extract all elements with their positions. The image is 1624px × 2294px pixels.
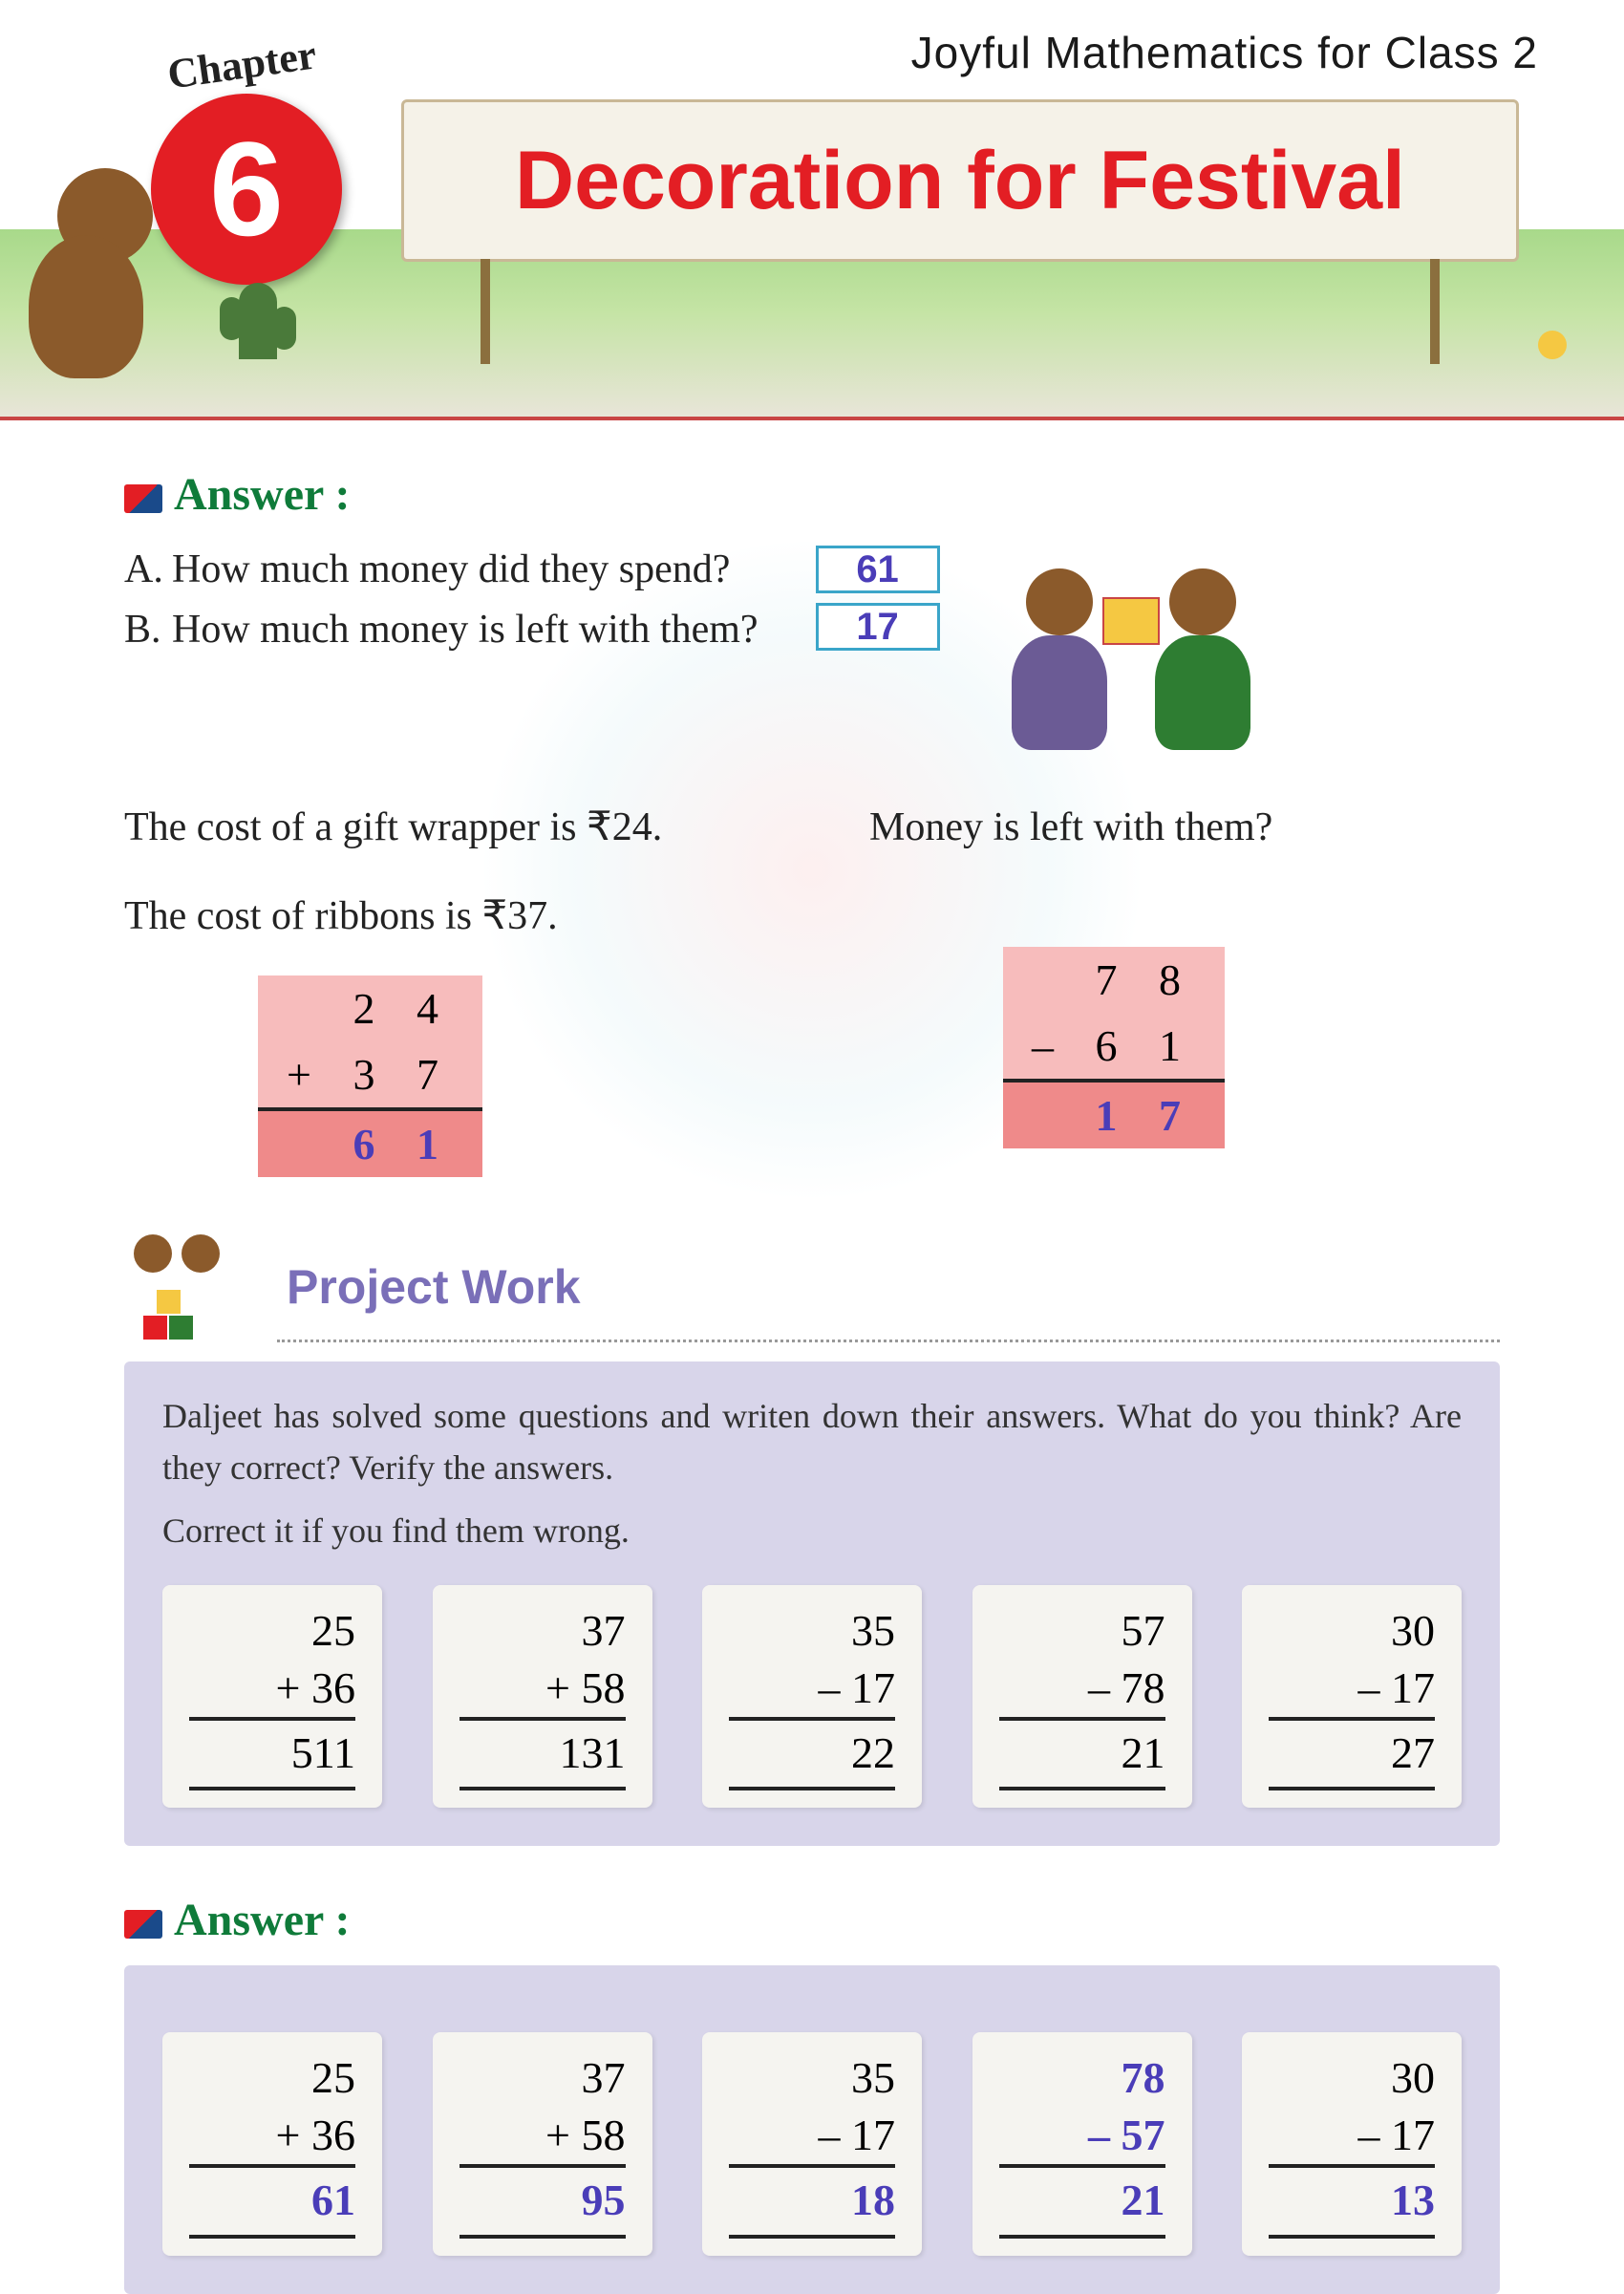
question-a: A.How much money did they spend? <box>124 540 759 600</box>
problem-result: 511 <box>189 1717 355 1791</box>
calc-sub-row2: – 6 1 <box>1003 1013 1225 1083</box>
answer2-heading: Answer : <box>124 1894 1500 1946</box>
problem-result: 131 <box>459 1717 626 1791</box>
problem-line1: 37 <box>459 1602 626 1660</box>
answer-heading: Answer : <box>124 468 1500 521</box>
chapter-title: Decoration for Festival <box>515 134 1405 228</box>
problem-result: 13 <box>1269 2164 1435 2239</box>
problem-line1: 57 <box>999 1602 1165 1660</box>
problem-item: 25+ 36511 <box>162 1585 382 1808</box>
problem-line2: – 57 <box>999 2107 1165 2164</box>
problem-item: 57– 7821 <box>972 1585 1192 1808</box>
problem-line2: + 36 <box>189 1660 355 1717</box>
calc-add-row2: + 3 7 <box>258 1041 482 1111</box>
dotted-divider <box>277 1340 1500 1342</box>
flower-illustration <box>1538 331 1567 359</box>
cactus-illustration <box>239 283 277 359</box>
answer-problem-item: 25+ 3661 <box>162 2032 382 2255</box>
page-content: IWARI A C A D E M Y Answer : A.How much … <box>0 420 1624 2294</box>
answer-box-b: 17 <box>816 603 940 651</box>
problem-item: 37+ 58131 <box>433 1585 652 1808</box>
answer-problem-item: 78– 5721 <box>972 2032 1192 2255</box>
problem-line1: 37 <box>459 2049 626 2107</box>
problem-result: 27 <box>1269 1717 1435 1791</box>
book-title: Joyful Mathematics for Class 2 <box>911 27 1538 78</box>
problem-line1: 30 <box>1269 1602 1435 1660</box>
cost-ribbons-text: The cost of ribbons is ₹37. <box>124 887 755 947</box>
title-board: Decoration for Festival <box>401 99 1519 262</box>
answer-problem-item: 35– 1718 <box>702 2032 922 2255</box>
problem-result: 61 <box>189 2164 355 2239</box>
problem-line1: 25 <box>189 1602 355 1660</box>
project-answer-box: 25+ 366137+ 589535– 171878– 572130– 1713 <box>124 1965 1500 2293</box>
answer-boxes: 61 17 <box>816 540 940 660</box>
problem-result: 95 <box>459 2164 626 2239</box>
questions-block: A.How much money did they spend? B.How m… <box>124 540 759 660</box>
project-icon <box>124 1234 267 1340</box>
project-heading-row: Project Work <box>124 1234 1500 1340</box>
problem-line2: + 58 <box>459 2107 626 2164</box>
problem-line2: – 17 <box>729 2107 895 2164</box>
question-b: B.How much money is left with them? <box>124 600 759 660</box>
answers-row: 25+ 366137+ 589535– 171878– 572130– 1713 <box>162 2032 1462 2255</box>
problem-item: 35– 1722 <box>702 1585 922 1808</box>
chapter-number: 6 <box>209 112 284 267</box>
animal-illustration <box>10 168 182 378</box>
problem-line1: 35 <box>729 1602 895 1660</box>
subtraction-column: Money is left with them? 7 8 – 6 1 1 7 <box>869 798 1500 1177</box>
problem-line1: 35 <box>729 2049 895 2107</box>
subtraction-calc: 7 8 – 6 1 1 7 <box>1003 947 1225 1148</box>
addition-calc: 2 4 + 3 7 6 1 <box>258 975 482 1177</box>
qa-row: A.How much money did they spend? B.How m… <box>124 540 1500 760</box>
problem-line2: + 58 <box>459 1660 626 1717</box>
problem-line2: + 36 <box>189 2107 355 2164</box>
problem-item: 30– 1727 <box>1242 1585 1462 1808</box>
problem-result: 21 <box>999 1717 1165 1791</box>
calc-sub-row1: 7 8 <box>1003 947 1225 1013</box>
calc-add-row1: 2 4 <box>258 975 482 1041</box>
answer-problem-item: 37+ 5895 <box>433 2032 652 2255</box>
answer-problem-item: 30– 1713 <box>1242 2032 1462 2255</box>
addition-column: The cost of a gift wrapper is ₹24. The c… <box>124 798 755 1177</box>
problems-row: 25+ 3651137+ 5813135– 172257– 782130– 17… <box>162 1585 1462 1808</box>
answer-box-a: 61 <box>816 546 940 593</box>
kids-illustration <box>997 540 1265 760</box>
problem-result: 21 <box>999 2164 1165 2239</box>
calculation-columns: The cost of a gift wrapper is ₹24. The c… <box>124 798 1500 1177</box>
project-title: Project Work <box>287 1259 581 1315</box>
problem-line2: – 78 <box>999 1660 1165 1717</box>
chapter-word: Chapter <box>164 30 319 98</box>
chapter-header: Joyful Mathematics for Class 2 Chapter 6… <box>0 0 1624 420</box>
problem-line2: – 17 <box>1269 1660 1435 1717</box>
problem-line1: 30 <box>1269 2049 1435 2107</box>
money-left-text: Money is left with them? <box>869 798 1500 858</box>
problem-line2: – 17 <box>1269 2107 1435 2164</box>
project-text-1: Daljeet has solved some questions and wr… <box>162 1390 1462 1493</box>
problem-line1: 78 <box>999 2049 1165 2107</box>
cost-wrapper-text: The cost of a gift wrapper is ₹24. <box>124 798 755 858</box>
problem-line1: 25 <box>189 2049 355 2107</box>
problem-result: 22 <box>729 1717 895 1791</box>
project-text-2: Correct it if you find them wrong. <box>162 1505 1462 1556</box>
project-question-box: Daljeet has solved some questions and wr… <box>124 1361 1500 1846</box>
problem-line2: – 17 <box>729 1660 895 1717</box>
calc-add-result: 6 1 <box>258 1111 482 1177</box>
calc-sub-result: 1 7 <box>1003 1083 1225 1148</box>
problem-result: 18 <box>729 2164 895 2239</box>
